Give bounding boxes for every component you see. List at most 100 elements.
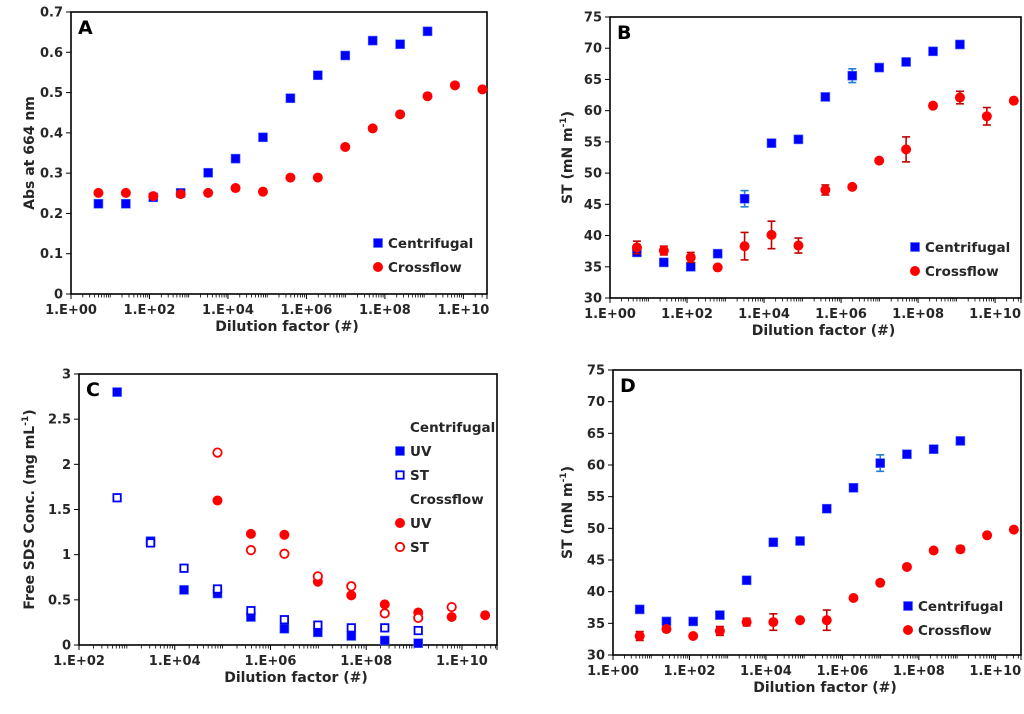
x-tick-label: 1.E+02: [53, 654, 105, 669]
legend-marker: [373, 238, 383, 248]
data-point: [847, 70, 858, 81]
x-axis-title: Dilution factor (#): [752, 323, 896, 339]
data-point: [820, 184, 831, 195]
y-tick-label: 40: [584, 229, 602, 244]
x-tick-label: 1.E+06: [245, 654, 297, 669]
data-point: [395, 109, 406, 120]
data-point: [212, 447, 223, 458]
data-point: [279, 529, 290, 540]
data-point: [821, 615, 832, 626]
legend-marker: [395, 518, 405, 528]
data-point: [449, 80, 460, 91]
data-point: [688, 631, 699, 641]
data-point: [312, 172, 323, 183]
y-tick-label: 70: [587, 395, 605, 410]
data-point: [714, 625, 725, 636]
marker-outline: [112, 493, 122, 503]
data-point: [380, 623, 390, 633]
legend: Centrifugal Crossflow: [903, 599, 1003, 639]
y-tick-label: 0.4: [40, 126, 63, 141]
legend-label: Centrifugal: [918, 599, 1003, 615]
data-point: [739, 193, 750, 204]
legend-marker: [903, 625, 913, 635]
data-point: [634, 631, 645, 641]
data-point: [212, 584, 223, 594]
data-point: [658, 245, 669, 256]
y-axis-title-superscript: -1: [21, 416, 31, 426]
data-point: [820, 92, 831, 102]
data-point: [179, 585, 189, 595]
legend-marker: [395, 446, 405, 456]
plot-frame: [78, 373, 498, 646]
y-axis-title-superscript: -1: [559, 472, 569, 482]
data-point: [1008, 95, 1019, 106]
legend-marker: [903, 601, 913, 611]
data-point: [955, 436, 966, 446]
x-axis-title: Dilution factor (#): [753, 680, 897, 696]
data-point: [741, 575, 752, 586]
x-tick-label: 1.E+10: [436, 654, 488, 669]
data-point: [477, 84, 488, 95]
x-tick-label: 1.E+02: [124, 303, 176, 318]
y-tick-label: 0: [62, 639, 71, 654]
x-tick-label: 1.E+08: [340, 654, 392, 669]
y-tick-label: 35: [587, 617, 605, 632]
data-point: [367, 35, 378, 46]
data-point: [175, 189, 186, 200]
data-point: [258, 132, 268, 143]
data-point: [379, 635, 390, 646]
data-point: [93, 198, 104, 209]
legend-group-title: Crossflow: [410, 492, 484, 508]
marker-outline: [145, 538, 156, 548]
data-point: [631, 242, 642, 253]
y-tick-label: 75: [587, 364, 605, 379]
panel-letter: A: [78, 17, 93, 39]
y-tick-label: 0.3: [40, 167, 63, 182]
legend-label: ST: [410, 468, 430, 484]
x-tick-label: 1.E+08: [892, 307, 944, 322]
panel-d: 30 35 40 45 50 55 60 65 70 75 1.E+00 1.E+02 1.E+04 1.…: [559, 364, 1022, 696]
legend-label: Crossflow: [388, 260, 462, 276]
data-point: [768, 617, 779, 628]
x-tick-label: 1.E+00: [584, 307, 636, 322]
data-point: [685, 261, 696, 272]
data-point: [847, 181, 858, 192]
y-axis-title: Abs at 664 nm: [22, 96, 38, 210]
data-point: [379, 608, 390, 619]
x-tick-label: 1.E+06: [280, 303, 332, 318]
legend: Centrifugal Crossflow: [373, 236, 473, 276]
y-axis-title-end: ): [560, 466, 576, 472]
series-centrifugal-st: [112, 493, 423, 636]
y-tick-label: 0.5: [40, 86, 63, 101]
data-point: [848, 593, 859, 603]
data-point: [230, 183, 241, 194]
data-point: [212, 495, 223, 506]
y-tick-label: 0: [54, 288, 63, 303]
data-point: [928, 100, 939, 111]
marker-outline: [279, 615, 289, 625]
marker-outline: [380, 623, 390, 633]
y-tick-label: 30: [584, 292, 602, 307]
series-centrifugal: [632, 39, 965, 272]
data-point: [413, 638, 424, 648]
data-point: [93, 187, 104, 198]
legend-label: ST: [410, 540, 430, 556]
legend-marker: [395, 470, 405, 480]
y-tick-label: 70: [584, 42, 602, 57]
panel-letter: B: [617, 22, 631, 44]
y-tick-label: 65: [587, 427, 605, 442]
data-point: [715, 610, 725, 620]
x-tick-label: 1.E+10: [969, 664, 1021, 679]
data-point: [203, 187, 214, 198]
data-point: [313, 70, 323, 81]
y-tick-label: 0.6: [40, 46, 63, 61]
x-tick-label: 1.E+04: [738, 307, 790, 322]
y-tick-label: 45: [587, 554, 605, 569]
y-tick-label: 30: [587, 649, 605, 664]
x-tick-label: 1.E+04: [149, 654, 201, 669]
data-point: [955, 39, 965, 50]
legend: Centrifugal UV ST Crossflow UV ST: [394, 420, 495, 556]
data-point: [901, 561, 912, 572]
y-tick-label: 60: [584, 104, 602, 119]
marker-outline: [179, 563, 189, 573]
